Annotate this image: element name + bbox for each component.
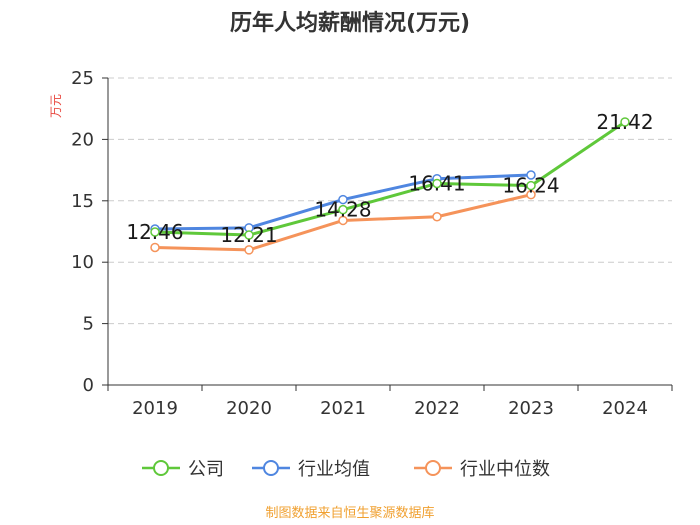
series-0-point-2024 bbox=[620, 117, 630, 127]
source-note: 制图数据来自恒生聚源数据库 bbox=[265, 505, 434, 521]
x-tick-label-2020: 2020 bbox=[226, 398, 272, 419]
x-tick-label-2023: 2023 bbox=[508, 398, 554, 419]
x-tick-label-2021: 2021 bbox=[320, 398, 366, 419]
y-tick-label-0: 0 bbox=[83, 375, 94, 396]
series-2-point-2019 bbox=[150, 242, 160, 253]
legend-label-1: 行业均值 bbox=[298, 459, 370, 480]
y-tick-label-10: 10 bbox=[71, 252, 94, 273]
series-0-point-2019 bbox=[150, 227, 160, 237]
legend-marker-2 bbox=[425, 460, 441, 476]
x-tick-label-2022: 2022 bbox=[414, 398, 460, 419]
x-tick-label-2024: 2024 bbox=[602, 398, 648, 419]
legend-label-2: 行业中位数 bbox=[460, 459, 550, 480]
y-tick-label-20: 20 bbox=[71, 129, 94, 150]
data-label-2020: 12.21 bbox=[220, 223, 277, 247]
series-lines bbox=[150, 117, 630, 255]
axes: 0 5 10 15 20 25 2019 2020 2021 2022 2023 2024 bbox=[71, 68, 673, 419]
series-1-point-2023 bbox=[526, 170, 536, 180]
data-label-2023: 16.24 bbox=[502, 174, 559, 198]
series-2-point-2022 bbox=[432, 212, 442, 222]
data-label-2019: 12.46 bbox=[126, 220, 183, 244]
series-2-point-2020 bbox=[244, 245, 254, 255]
legend: 公司 行业均值 行业中位数 bbox=[142, 459, 550, 480]
series-0-point-2022 bbox=[432, 178, 442, 189]
legend-marker-0 bbox=[153, 460, 169, 476]
series-2-point-2021 bbox=[338, 215, 348, 226]
data-label-2021: 14.28 bbox=[314, 198, 371, 222]
y-tick-label-5: 5 bbox=[83, 314, 94, 335]
series-1-point-2021 bbox=[338, 194, 348, 205]
series-0-point-2020 bbox=[244, 230, 254, 240]
series-0-point-2023 bbox=[526, 180, 536, 191]
y-tick-label-25: 25 bbox=[71, 68, 94, 89]
legend-marker-1 bbox=[263, 460, 279, 476]
data-label-2024: 21.42 bbox=[596, 110, 653, 134]
series-line-0 bbox=[154, 120, 626, 237]
data-label-2022: 16.41 bbox=[408, 171, 465, 195]
series-0-point-2021 bbox=[338, 204, 348, 215]
chart-title: 历年人均薪酬情况(万元) bbox=[230, 10, 470, 36]
series-2-point-2023 bbox=[526, 189, 536, 200]
data-labels: 12.46 12.21 14.28 16.41 16.24 21.42 bbox=[126, 110, 653, 247]
x-tick-label-2019: 2019 bbox=[132, 398, 178, 419]
y-tick-label-15: 15 bbox=[71, 191, 94, 212]
y-axis-label: 万元 bbox=[49, 94, 63, 118]
grid-lines bbox=[108, 77, 672, 325]
legend-label-0: 公司 bbox=[188, 459, 224, 480]
